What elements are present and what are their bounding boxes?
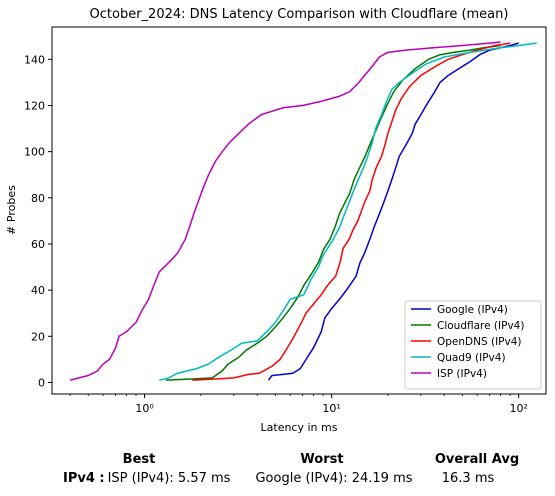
legend-entry: Cloudflare (IPv4) (437, 320, 524, 332)
worst-value: Google (IPv4): 24.19 ms (255, 471, 413, 486)
series-line-3 (159, 42, 537, 381)
y-axis-label: # Probes (5, 185, 18, 235)
y-tick-label: 100 (24, 146, 45, 159)
series-line-2 (192, 42, 511, 381)
series-line-0 (267, 42, 519, 381)
best-value: ISP (IPv4): 5.57 ms (107, 471, 231, 486)
y-tick-label: 80 (31, 192, 45, 205)
overall-avg-header: Overall Avg (434, 452, 520, 467)
x-tick-label: 10¹ (322, 402, 340, 415)
legend-entry: Google (IPv4) (437, 304, 508, 316)
latency-chart: October_2024: DNS Latency Comparison wit… (5, 7, 547, 434)
summary-table: Best Worst Overall Avg IPv4 : ISP (IPv4)… (0, 448, 555, 496)
y-tick-label: 120 (24, 99, 45, 112)
plot-area (69, 41, 537, 381)
x-tick-label: 10² (509, 402, 527, 415)
legend-entry: ISP (IPv4) (437, 368, 487, 380)
chart-title: October_2024: DNS Latency Comparison wit… (90, 7, 509, 22)
x-tick-label: 10⁰ (135, 402, 154, 415)
legend: Google (IPv4) Cloudflare (IPv4) OpenDNS (I… (404, 300, 542, 390)
y-tick-label: 40 (31, 284, 45, 297)
axes: 0 20 40 60 80 100 120 140 10⁰ 10¹ 10² (24, 53, 528, 415)
plot-frame (51, 26, 547, 395)
x-axis-label: Latency in ms (261, 421, 338, 434)
series-line-1 (165, 44, 501, 381)
y-tick-label: 20 (31, 330, 45, 343)
y-tick-label: 60 (31, 238, 45, 251)
legend-box (404, 300, 542, 390)
overall-avg-value: 16.3 ms (441, 471, 495, 486)
worst-header: Worst (300, 452, 344, 467)
legend-entry: Quad9 (IPv4) (437, 352, 506, 364)
ipv4-row-label: IPv4 : (63, 471, 105, 486)
y-tick-label: 0 (38, 376, 45, 389)
series-line-4 (69, 41, 501, 381)
y-tick-label: 140 (24, 53, 45, 66)
legend-entry: OpenDNS (IPv4) (437, 336, 522, 348)
best-header: Best (122, 452, 156, 467)
